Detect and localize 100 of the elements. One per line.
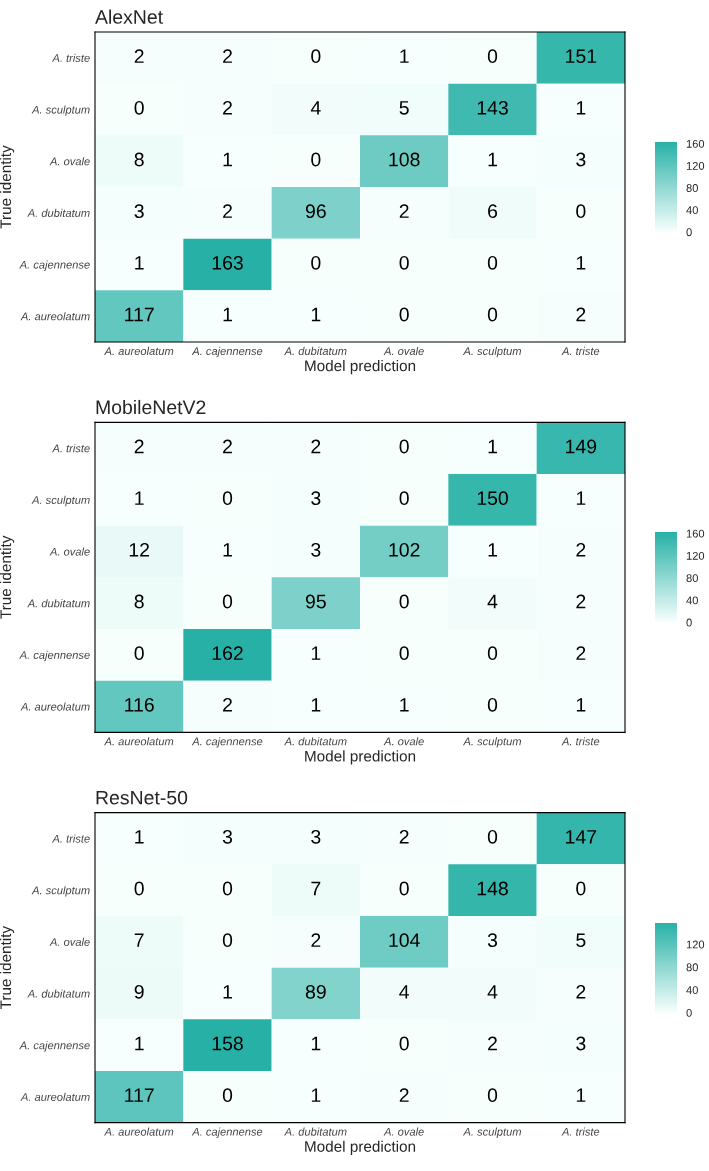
- x-tick-label: A. aureolatum: [104, 346, 174, 356]
- data-label: 0: [311, 255, 321, 270]
- data-label: 0: [134, 646, 144, 661]
- data-label: 95: [305, 594, 326, 609]
- x-tick-label: A. cajennense: [191, 737, 263, 748]
- data-label: 0: [222, 881, 233, 896]
- y-tick-label: A. cajennense: [19, 260, 90, 271]
- data-label: 1: [311, 646, 321, 660]
- data-label: 0: [576, 204, 586, 219]
- data-label: 1: [223, 307, 232, 322]
- y-tick-label: A. sculptum: [31, 495, 90, 507]
- data-label: 0: [399, 1036, 409, 1051]
- data-label: 0: [487, 255, 498, 270]
- data-label: 3: [311, 542, 321, 557]
- y-tick-label: A. aureolatum: [20, 1092, 90, 1101]
- data-label: 1: [311, 698, 321, 712]
- data-label: 158: [212, 1036, 243, 1051]
- x-tick-label: A. aureolatum: [104, 737, 174, 746]
- color-bar-label: 160: [686, 529, 705, 538]
- data-label: 2: [399, 829, 409, 844]
- data-label: 147: [566, 830, 597, 844]
- data-label: 2: [223, 439, 232, 454]
- data-label: 9: [134, 984, 144, 999]
- data-label: 150: [477, 491, 508, 506]
- data-label: 149: [566, 439, 597, 454]
- data-label: 2: [399, 204, 409, 218]
- data-label: 1: [576, 101, 586, 115]
- data-label: 8: [134, 152, 144, 167]
- data-label: 0: [399, 491, 409, 506]
- data-label: 0: [222, 933, 233, 948]
- data-label: 0: [134, 881, 144, 896]
- color-bar-label: 80: [686, 574, 698, 583]
- data-label: 1: [135, 256, 144, 270]
- color-bar-label: 40: [686, 986, 698, 995]
- x-tick-label: A. triste: [561, 737, 600, 746]
- data-label: 4: [310, 101, 321, 115]
- data-label: 0: [399, 255, 409, 270]
- data-label: 0: [399, 594, 409, 609]
- x-tick-label: A. sculptum: [462, 1127, 522, 1138]
- data-label: 0: [399, 439, 409, 454]
- x-tick-label: A. dubitatum: [284, 737, 347, 746]
- y-axis-title: True identity: [0, 535, 15, 619]
- data-label: 0: [576, 881, 586, 896]
- data-label: 0: [487, 1088, 498, 1103]
- data-label: 0: [399, 881, 409, 896]
- data-label: 2: [399, 1088, 409, 1102]
- color-bar-label: 80: [686, 963, 698, 972]
- data-label: 3: [311, 829, 321, 844]
- data-label: 6: [488, 204, 498, 219]
- color-bar-label: 40: [686, 206, 698, 215]
- data-label: 2: [134, 439, 144, 454]
- x-tick-label: A. cajennense: [191, 1127, 263, 1138]
- data-label: 4: [487, 594, 498, 609]
- data-label: 0: [399, 307, 409, 322]
- y-tick-label: A. ovale: [49, 157, 90, 166]
- y-tick-label: A. triste: [51, 444, 90, 453]
- data-label: 1: [488, 152, 497, 167]
- data-label: 3: [222, 829, 233, 844]
- x-axis-title: Model prediction: [305, 360, 416, 375]
- data-label: 5: [576, 933, 586, 948]
- x-tick-label: A. ovale: [383, 1127, 424, 1136]
- data-label: 2: [223, 204, 232, 218]
- data-label: 3: [576, 152, 586, 167]
- color-bar-label: 0: [686, 1008, 692, 1017]
- data-label: 1: [223, 152, 232, 167]
- x-tick-label: A. cajennense: [191, 346, 263, 358]
- y-tick-label: A. sculptum: [31, 886, 90, 897]
- data-label: 1: [223, 543, 232, 557]
- x-tick-label: A. sculptum: [462, 737, 522, 748]
- data-label: 0: [222, 1088, 233, 1103]
- color-bar-label: 80: [686, 184, 698, 192]
- data-label: 0: [487, 829, 498, 844]
- data-label: 1: [135, 1036, 144, 1051]
- data-label: 5: [399, 101, 409, 115]
- x-tick-label: A. dubitatum: [284, 346, 347, 356]
- data-label: 1: [223, 985, 232, 999]
- data-label: 1: [311, 1088, 321, 1102]
- y-tick-label: A. ovale: [49, 937, 90, 946]
- color-bar-label: 40: [686, 596, 698, 605]
- y-tick-label: A. dubitatum: [27, 989, 90, 998]
- color-bar-label: 120: [686, 940, 705, 949]
- color-bar-label: 120: [686, 551, 705, 560]
- data-label: 1: [488, 439, 497, 454]
- data-label: 104: [389, 933, 420, 948]
- data-label: 1: [135, 491, 144, 505]
- data-label: 3: [487, 933, 498, 948]
- data-label: 2: [576, 646, 586, 660]
- data-label: 1: [576, 698, 586, 712]
- data-label: 1: [576, 491, 586, 505]
- data-label: 2: [311, 933, 321, 947]
- y-tick-label: A. triste: [51, 834, 90, 843]
- y-tick-label: A. cajennense: [19, 1041, 90, 1052]
- data-label: 0: [487, 49, 498, 64]
- chart-title: MobileNetV2: [96, 399, 206, 415]
- y-tick-label: A. sculptum: [31, 105, 90, 116]
- data-label: 7: [134, 933, 144, 947]
- data-label: 143: [477, 100, 508, 115]
- data-label: 0: [222, 491, 233, 506]
- x-axis-title: Model prediction: [305, 1140, 416, 1155]
- data-label: 96: [305, 204, 326, 219]
